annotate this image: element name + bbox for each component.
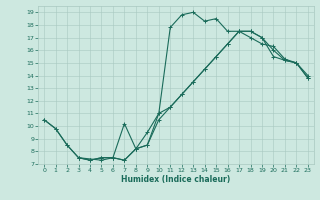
- X-axis label: Humidex (Indice chaleur): Humidex (Indice chaleur): [121, 175, 231, 184]
